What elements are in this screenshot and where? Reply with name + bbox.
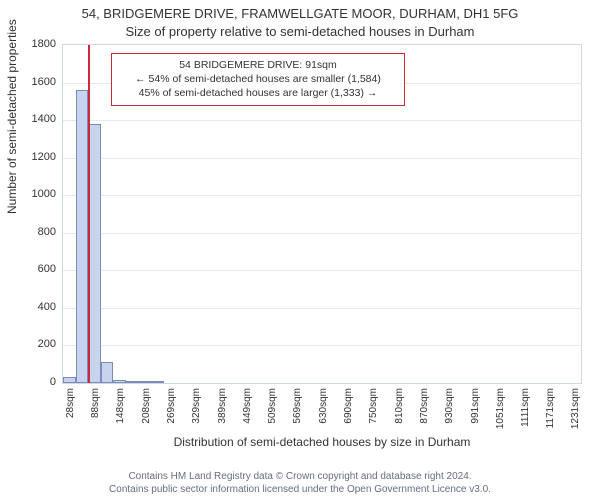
chart-title-sub: Size of property relative to semi-detach… [0,24,600,39]
x-tick-label: 569sqm [292,388,303,424]
y-tick-label: 800 [38,226,56,238]
histogram-bar [139,381,152,383]
y-tick-label: 400 [38,301,56,313]
x-tick-label: 28sqm [65,388,76,418]
x-axis: Distribution of semi-detached houses by … [62,384,582,454]
y-axis: 020040060080010001200140016001800 [0,44,62,384]
x-tick-label: 509sqm [267,388,278,424]
x-tick-label: 991sqm [470,388,481,424]
footer-line1: Contains HM Land Registry data © Crown c… [128,471,471,482]
gridline [63,270,581,271]
annotation-line: 54 BRIDGEMERE DRIVE: 91sqm [118,58,398,72]
chart-title-main: 54, BRIDGEMERE DRIVE, FRAMWELLGATE MOOR,… [0,6,600,21]
property-marker-line [88,45,90,383]
x-tick-label: 1231sqm [570,388,581,429]
y-tick-label: 1400 [32,113,56,125]
histogram-bar [63,377,76,383]
histogram-bar [76,90,89,383]
x-tick-label: 269sqm [166,388,177,424]
y-tick-label: 1800 [32,38,56,50]
x-tick-label: 389sqm [217,388,228,424]
x-tick-label: 690sqm [343,388,354,424]
gridline [63,233,581,234]
x-tick-label: 750sqm [368,388,379,424]
annotation-box: 54 BRIDGEMERE DRIVE: 91sqm← 54% of semi-… [111,53,405,106]
x-tick-label: 329sqm [191,388,202,424]
x-tick-label: 630sqm [318,388,329,424]
footer: Contains HM Land Registry data © Crown c… [0,470,600,496]
x-tick-label: 810sqm [394,388,405,424]
y-tick-label: 0 [50,376,56,388]
gridline [63,120,581,121]
x-tick-label: 208sqm [141,388,152,424]
y-tick-label: 1200 [32,151,56,163]
y-tick-label: 200 [38,338,56,350]
histogram-bar [151,381,164,383]
x-tick-label: 148sqm [115,388,126,424]
y-tick-label: 1000 [32,188,56,200]
chart-container: 54, BRIDGEMERE DRIVE, FRAMWELLGATE MOOR,… [0,0,600,500]
y-tick-label: 600 [38,263,56,275]
y-tick-label: 1600 [32,76,56,88]
gridline [63,195,581,196]
x-tick-label: 1051sqm [495,388,506,429]
annotation-line: 45% of semi-detached houses are larger (… [118,86,398,100]
gridline [63,308,581,309]
x-tick-label: 1111sqm [520,388,531,427]
x-tick-label: 449sqm [242,388,253,424]
histogram-bar [113,380,126,383]
plot-area: 54 BRIDGEMERE DRIVE: 91sqm← 54% of semi-… [62,44,582,384]
gridline [63,158,581,159]
histogram-bar [126,381,139,383]
annotation-line: ← 54% of semi-detached houses are smalle… [118,72,398,86]
gridline [63,345,581,346]
x-tick-label: 88sqm [90,388,101,418]
x-tick-label: 1171sqm [545,388,556,428]
x-tick-label: 930sqm [444,388,455,424]
x-axis-title: Distribution of semi-detached houses by … [62,435,582,449]
histogram-bar [101,362,114,383]
x-tick-label: 870sqm [419,388,430,424]
footer-line2: Contains public sector information licen… [109,484,491,495]
